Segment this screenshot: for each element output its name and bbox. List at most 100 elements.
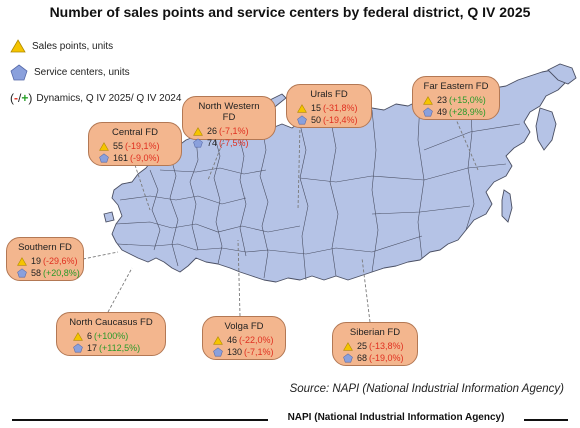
- service-value: 130: [227, 347, 243, 357]
- triangle-icon: [99, 141, 109, 151]
- service-row: 50 (-19,4%): [297, 114, 363, 126]
- sales-value: 26: [207, 126, 218, 136]
- service-change: (-19,0%): [369, 353, 404, 363]
- sales-change: (+15,0%): [449, 95, 486, 105]
- callout-volga: Volga FD 46 (-22,0%) 130 (-7,1%): [202, 316, 286, 360]
- service-row: 74 (-7,5%): [193, 137, 267, 149]
- callout-northcaucasus: North Caucasus FD 6 (+100%) 17 (+112,5%): [56, 312, 166, 356]
- chart-title: Number of sales points and service cente…: [49, 4, 531, 20]
- legend-sales-label: Sales points, units: [32, 40, 114, 52]
- callout-central: Central FD 55 (-19,1%) 161 (-9,0%): [88, 122, 182, 166]
- legend-dynamics: (-/+) Dynamics, Q IV 2025/ Q IV 2024: [10, 88, 181, 108]
- service-value: 58: [31, 268, 42, 278]
- pentagon-icon: [17, 268, 27, 278]
- leader-lines: [82, 116, 479, 323]
- service-value: 161: [113, 153, 129, 163]
- triangle-icon: [297, 103, 307, 113]
- sales-row: 19 (-29,6%): [17, 255, 78, 267]
- pentagon-icon: [423, 107, 433, 117]
- service-row: 17 (+112,5%): [73, 342, 157, 354]
- triangle-icon: [17, 256, 27, 266]
- callout-siberian: Siberian FD 25 (-13,8%) 68 (-19,0%): [332, 322, 418, 366]
- sales-row: 26 (-7,1%): [193, 125, 267, 137]
- district-name: Far Eastern FD: [423, 81, 489, 92]
- service-change: (-7,5%): [219, 138, 249, 148]
- callout-fareastern: Far Eastern FD 23 (+15,0%) 49 (+28,9%): [412, 76, 500, 120]
- service-value: 50: [311, 115, 322, 125]
- sales-change: (-22,0%): [239, 335, 274, 345]
- pentagon-icon: [193, 138, 203, 148]
- sales-change: (+100%): [94, 331, 129, 341]
- triangle-icon: [193, 126, 203, 136]
- legend: Sales points, units Service centers, uni…: [10, 36, 181, 114]
- footer-rule-right: [524, 419, 568, 421]
- sales-value: 6: [87, 331, 93, 341]
- callout-southern: Southern FD 19 (-29,6%) 58 (+20,8%): [6, 237, 84, 281]
- service-row: 58 (+20,8%): [17, 267, 80, 279]
- service-row: 161 (-9,0%): [99, 152, 173, 164]
- callout-northwestern: North Western FD 26 (-7,1%) 74 (-7,5%): [182, 96, 276, 148]
- pentagon-icon: [213, 347, 223, 357]
- callout-urals: Urals FD 15 (-31,8%) 50 (-19,4%): [286, 84, 372, 128]
- service-change: (+20,8%): [43, 268, 80, 278]
- service-value: 49: [437, 107, 448, 117]
- sales-change: (-31,8%): [323, 103, 358, 113]
- district-name: Volga FD: [224, 321, 264, 332]
- district-name: North Caucasus FD: [69, 317, 153, 328]
- service-value: 74: [207, 138, 218, 148]
- footer-rule-left: [12, 419, 268, 421]
- service-change: (+112,5%): [99, 343, 141, 353]
- sales-value: 25: [357, 341, 368, 351]
- service-value: 17: [87, 343, 98, 353]
- sales-row: 15 (-31,8%): [297, 102, 363, 114]
- region-borders: [115, 95, 521, 281]
- service-change: (-9,0%): [130, 153, 160, 163]
- sales-row: 55 (-19,1%): [99, 140, 173, 152]
- sales-change: (-13,8%): [369, 341, 404, 351]
- sales-value: 15: [311, 103, 322, 113]
- sales-change: (-29,6%): [43, 256, 78, 266]
- pentagon-icon: [10, 64, 28, 80]
- service-row: 130 (-7,1%): [213, 346, 277, 358]
- kaliningrad: [103, 211, 115, 223]
- triangle-icon: [423, 95, 433, 105]
- triangle-icon: [213, 335, 223, 345]
- footer-label: NAPI (National Industrial Information Ag…: [287, 412, 505, 423]
- source-note: Source: NAPI (National Industrial Inform…: [289, 383, 564, 395]
- pentagon-icon: [99, 153, 109, 163]
- service-change: (+28,9%): [449, 107, 486, 117]
- pentagon-icon: [297, 115, 307, 125]
- sales-change: (-19,1%): [125, 141, 160, 151]
- district-name: North Western FD: [198, 101, 260, 123]
- sales-row: 6 (+100%): [73, 330, 157, 342]
- sales-row: 25 (-13,8%): [343, 340, 409, 352]
- sakhalin: [501, 189, 513, 223]
- legend-sales-points: Sales points, units: [10, 36, 181, 56]
- legend-service-centers: Service centers, units: [10, 62, 181, 82]
- service-row: 68 (-19,0%): [343, 352, 409, 364]
- sales-value: 55: [113, 141, 124, 151]
- triangle-icon: [10, 39, 26, 53]
- sales-change: (-7,1%): [219, 126, 249, 136]
- district-name: Central FD: [112, 127, 158, 138]
- district-name: Urals FD: [310, 89, 348, 100]
- service-change: (-7,1%): [244, 347, 274, 357]
- service-change: (-19,4%): [323, 115, 358, 125]
- legend-service-label: Service centers, units: [34, 66, 130, 78]
- sales-row: 23 (+15,0%): [423, 94, 491, 106]
- pentagon-icon: [343, 353, 353, 363]
- service-row: 49 (+28,9%): [423, 106, 491, 118]
- kamchatka: [535, 107, 557, 151]
- service-value: 68: [357, 353, 368, 363]
- dynamics-symbol: (-/+): [10, 91, 33, 105]
- sales-value: 23: [437, 95, 448, 105]
- sales-row: 46 (-22,0%): [213, 334, 277, 346]
- sales-value: 46: [227, 335, 238, 345]
- district-name: Siberian FD: [349, 327, 401, 338]
- pentagon-icon: [73, 343, 83, 353]
- triangle-icon: [73, 331, 83, 341]
- sales-value: 19: [31, 256, 42, 266]
- triangle-icon: [343, 341, 353, 351]
- district-name: Southern FD: [18, 242, 72, 253]
- legend-dynamics-label: Dynamics, Q IV 2025/ Q IV 2024: [36, 92, 182, 104]
